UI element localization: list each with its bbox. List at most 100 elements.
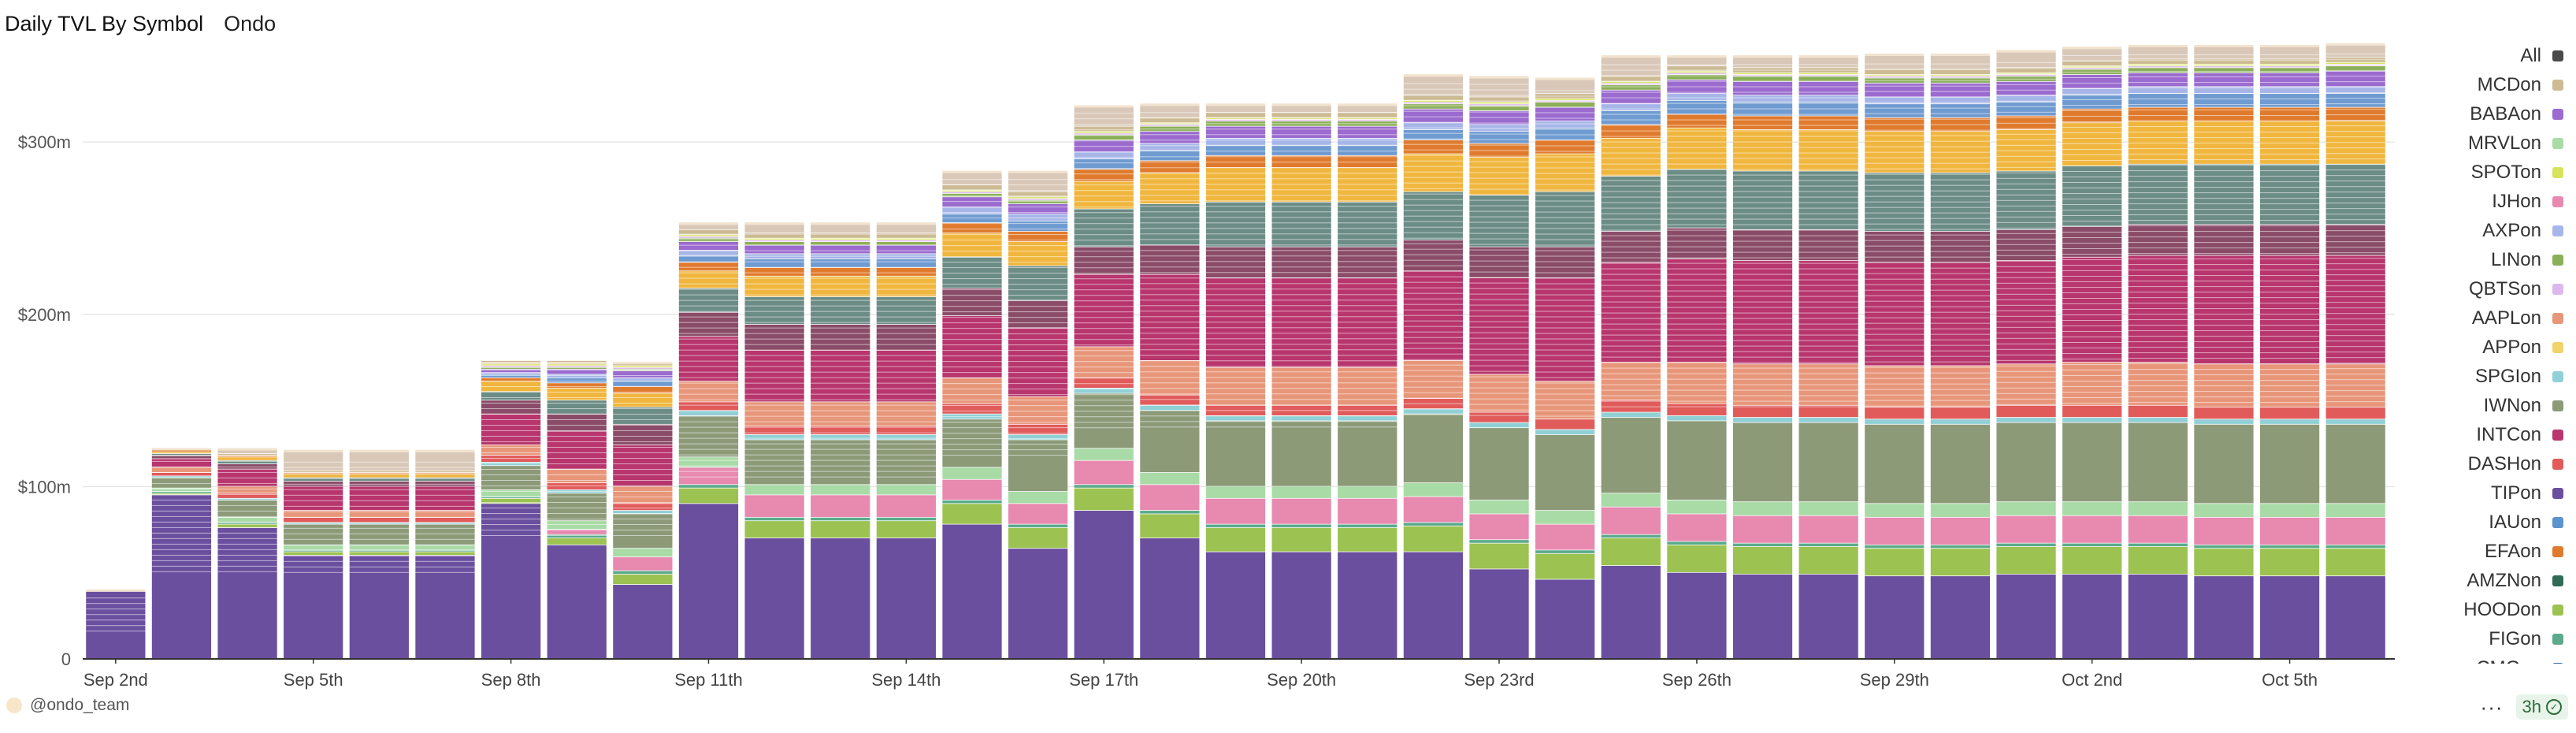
legend-item[interactable]: LINon (2366, 245, 2563, 274)
stack-divider (2259, 330, 2320, 332)
stack-divider (1008, 256, 1068, 258)
legend-item[interactable]: CMGon (2366, 653, 2563, 664)
legend-item[interactable]: INTCon (2366, 420, 2563, 449)
legend-item[interactable]: EFAon (2366, 537, 2563, 566)
stack-divider (1667, 119, 1727, 121)
bar-cap (1996, 50, 2056, 53)
stack-divider (415, 560, 475, 562)
stack-divider (547, 474, 607, 476)
stack-divider (1667, 251, 1727, 253)
legend-item[interactable]: SPGIon (2366, 362, 2563, 391)
stack-divider (811, 316, 870, 318)
stack-divider (1667, 174, 1727, 176)
bar-segment (678, 488, 739, 504)
stack-divider (1140, 112, 1200, 113)
stack-divider (1601, 240, 1661, 242)
stack-divider (1469, 144, 1529, 146)
stack-divider (284, 489, 343, 490)
legend-item[interactable]: DASHon (2366, 449, 2563, 478)
stack-divider (744, 415, 804, 417)
bar-stack (349, 449, 409, 659)
more-options-button[interactable]: ··· (2480, 694, 2504, 719)
stack-divider (613, 441, 673, 443)
legend-item[interactable]: SPOTon (2366, 158, 2563, 187)
stack-divider (1798, 141, 1858, 143)
stack-divider (1008, 344, 1068, 346)
bar-segment (1601, 125, 1661, 139)
footer-handle[interactable]: @ondo_team (30, 696, 130, 714)
legend-item[interactable]: HOODon (2366, 595, 2563, 624)
stack-divider (1865, 63, 1925, 65)
stack-divider (284, 483, 343, 485)
stack-divider (1996, 326, 2056, 328)
bar-segment (1008, 173, 1068, 192)
y-tick-label: $300m (18, 132, 71, 152)
stack-divider (1996, 177, 2056, 179)
stack-divider (1074, 306, 1134, 307)
legend-item[interactable]: AMZNon (2366, 566, 2563, 595)
stack-divider (1535, 200, 1595, 202)
stack-divider (2259, 76, 2320, 78)
stack-divider (613, 419, 673, 421)
bar-segment (1403, 497, 1464, 523)
legend-item[interactable]: AAPLon (2366, 303, 2563, 333)
legend-item[interactable]: FIGon (2366, 624, 2563, 653)
refresh-interval-badge[interactable]: 3h ✓ (2515, 694, 2568, 720)
bar-segment (1205, 498, 1266, 524)
stack-divider (284, 500, 343, 501)
stack-divider (1798, 318, 1858, 319)
legend-item[interactable]: APPon (2366, 333, 2563, 362)
bar-segment (2259, 517, 2320, 545)
bar-segment (1074, 126, 1134, 132)
stack-divider (1996, 282, 2056, 284)
bar-segment (1798, 515, 1858, 543)
stack-divider (1469, 216, 1529, 218)
stack-divider (1732, 185, 1793, 187)
stack-divider (1271, 277, 1331, 279)
stack-divider (1074, 168, 1134, 169)
bar-segment (1008, 266, 1068, 300)
stack-divider (1403, 182, 1464, 184)
legend-item[interactable]: All (2366, 41, 2563, 70)
stack-divider (1271, 167, 1331, 169)
stack-divider (1930, 96, 1991, 98)
bar-segment (2259, 47, 2320, 59)
stack-divider (942, 284, 1002, 285)
bar-segment (1601, 85, 1661, 90)
legend-item[interactable]: BABAon (2366, 99, 2563, 128)
bar-segment (2194, 255, 2254, 364)
stack-divider (1403, 226, 1464, 228)
stack-divider (1074, 328, 1134, 329)
stack-divider (1732, 334, 1793, 336)
stack-divider (1338, 349, 1397, 351)
bar-segment (1074, 393, 1134, 448)
bar-segment (1798, 95, 1858, 102)
bar-segment (1601, 58, 1661, 76)
legend-item[interactable]: AXPon (2366, 216, 2563, 245)
legend-item[interactable]: IJHon (2366, 187, 2563, 216)
legend-item[interactable]: TIPon (2366, 478, 2563, 508)
stack-divider (2062, 154, 2122, 155)
stack-divider (2062, 65, 2122, 67)
bar-stack (1732, 55, 1793, 659)
stack-divider (811, 366, 870, 367)
bar-segment (2128, 66, 2188, 68)
stack-divider (2194, 319, 2254, 321)
legend-item[interactable]: MCDon (2366, 70, 2563, 99)
stack-divider (942, 295, 1002, 296)
legend-item[interactable]: MRVLon (2366, 128, 2563, 158)
stack-divider (1535, 145, 1595, 147)
stack-divider (481, 425, 541, 426)
stack-divider (481, 408, 541, 410)
stack-divider (1798, 174, 1858, 176)
legend-item[interactable]: IAUon (2366, 508, 2563, 537)
legend-item[interactable]: IWNon (2366, 391, 2563, 420)
stack-divider (2062, 391, 2122, 393)
stack-divider (2194, 275, 2254, 277)
stack-divider (1930, 63, 1991, 65)
legend-item[interactable]: QBTSon (2366, 274, 2563, 303)
stack-divider (1798, 334, 1858, 336)
stack-divider (744, 233, 804, 235)
stack-divider (1667, 158, 1727, 159)
stack-divider (1338, 189, 1397, 191)
